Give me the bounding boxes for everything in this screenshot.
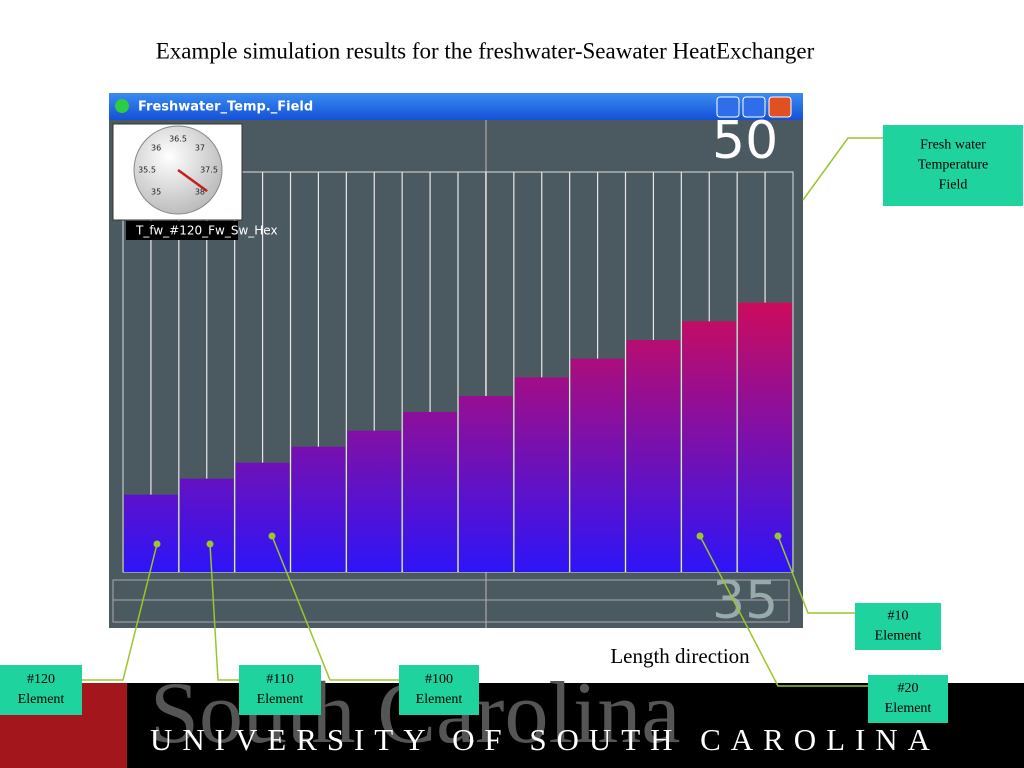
footer-text: UNIVERSITY OF SOUTH CAROLINA xyxy=(150,722,931,757)
leader-line xyxy=(802,137,883,201)
minimize-button[interactable] xyxy=(716,96,740,118)
annotation-text: Element xyxy=(257,692,304,707)
leader-line xyxy=(699,535,868,687)
annotation-text: #10 xyxy=(888,609,909,624)
annotation-text: #100 xyxy=(425,672,453,687)
annotation-text: Element xyxy=(18,692,65,707)
gauge-label: 36.5 xyxy=(169,135,187,144)
bar xyxy=(179,478,234,572)
annotation-box xyxy=(883,125,1023,206)
leader-line xyxy=(209,543,239,681)
gauge-label: 35.5 xyxy=(138,166,156,175)
annotation-box xyxy=(855,603,941,650)
annotation-text: Element xyxy=(875,629,922,644)
bar xyxy=(347,430,402,572)
annotation-text: Fresh water xyxy=(920,138,986,153)
annotation-text: Element xyxy=(416,692,463,707)
leader-dot xyxy=(696,532,704,540)
gauge-needle xyxy=(177,168,208,193)
bar xyxy=(514,377,569,572)
leader-line xyxy=(82,543,158,681)
gauge-caption-box xyxy=(126,221,238,240)
bar xyxy=(570,358,625,572)
leader-line xyxy=(271,535,399,681)
annotation-text: Field xyxy=(939,178,968,193)
bar xyxy=(682,321,737,572)
annotation-box xyxy=(0,665,82,715)
maximize-button[interactable] xyxy=(742,96,766,118)
window: Freshwater_Temp._Field 35 50 T_fw_#120_Fw… xyxy=(109,93,803,628)
annotation-text: #120 xyxy=(27,672,55,687)
bar xyxy=(459,396,513,572)
slide-title: Example simulation results for the fresh… xyxy=(156,38,815,63)
annotation-text: Element xyxy=(885,701,932,716)
window-title: Freshwater_Temp._Field xyxy=(138,100,313,115)
bar xyxy=(291,446,346,572)
leader-dot xyxy=(774,532,782,540)
gauge-label: 37.5 xyxy=(200,166,218,175)
leader-line xyxy=(777,535,855,614)
leader-dot xyxy=(268,532,276,540)
bar xyxy=(738,302,792,572)
leader-dot xyxy=(153,540,161,548)
scroll-area xyxy=(112,579,790,623)
gauge-label: 36 xyxy=(151,144,161,153)
close-button[interactable] xyxy=(768,96,792,118)
annotation-text: #20 xyxy=(898,681,919,696)
gauge-label: 37 xyxy=(195,144,205,153)
annotation-box xyxy=(239,665,321,715)
bar xyxy=(403,412,457,572)
annotation-box xyxy=(868,675,948,723)
annotation-box xyxy=(399,665,479,715)
bar xyxy=(626,340,681,572)
window-icon xyxy=(115,99,129,113)
annotation-text: Temperature xyxy=(918,158,989,173)
gauge-caption: T_fw_#120_Fw_Sw_Hex xyxy=(135,224,278,238)
bar xyxy=(235,462,290,572)
gauge-label: 38 xyxy=(195,187,205,196)
bar xyxy=(124,494,178,572)
title-bar xyxy=(109,93,803,120)
gauge-label: 35 xyxy=(151,187,161,196)
axis-note: Length direction xyxy=(610,644,750,668)
leader-dot xyxy=(206,540,214,548)
footer-band xyxy=(0,683,1024,768)
y-tick-label: 50 xyxy=(712,111,778,171)
annotation-text: #110 xyxy=(266,672,293,687)
